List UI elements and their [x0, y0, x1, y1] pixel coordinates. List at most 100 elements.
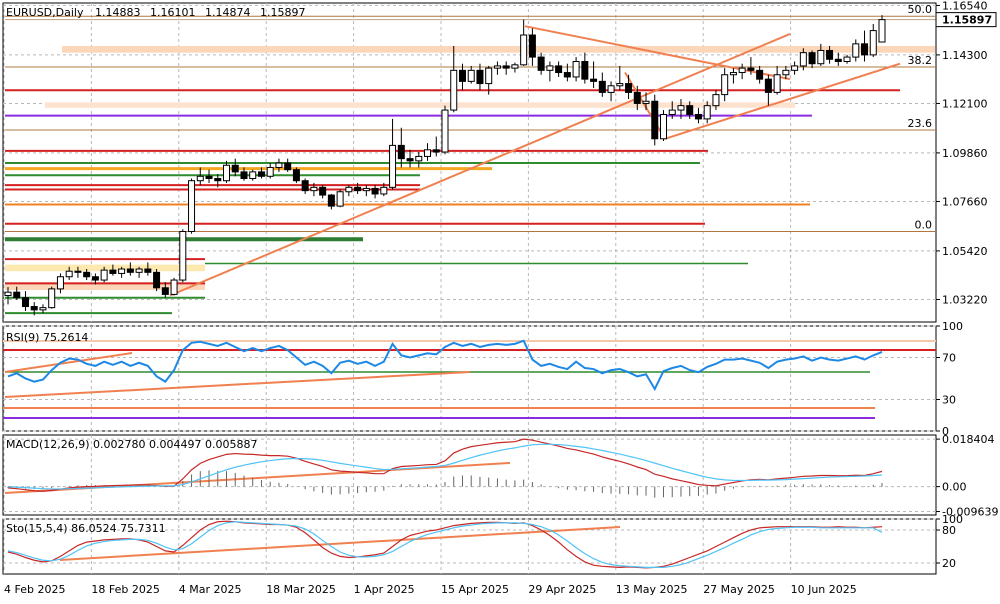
candle-body	[546, 65, 554, 71]
candle-body	[616, 83, 624, 87]
candle-body	[249, 171, 257, 180]
macd-ytick-label: -0.009639	[942, 505, 998, 518]
price-ytick-label: 1.03220	[942, 293, 988, 306]
rsi-trend-line	[4, 371, 471, 398]
x-tick-label: 15 Apr 2025	[441, 583, 509, 596]
candle-body	[738, 67, 746, 74]
candle-body	[188, 180, 196, 232]
candle-body	[327, 194, 335, 207]
candle-body	[380, 186, 388, 195]
candle-body	[336, 191, 344, 207]
candle-body	[651, 100, 659, 140]
candle-body	[563, 72, 571, 78]
price-ytick-label: 1.05420	[942, 245, 988, 258]
candle-body	[625, 83, 633, 93]
candle-body	[13, 291, 21, 299]
candle-body	[4, 291, 12, 297]
candle-body	[161, 287, 169, 295]
candle-body	[415, 155, 423, 162]
candle-body	[598, 80, 606, 93]
candle-body	[441, 109, 449, 153]
price-ytick-label: 1.07660	[942, 195, 988, 208]
candle-body	[74, 270, 82, 273]
candle-body	[826, 49, 834, 60]
candle-body	[170, 279, 178, 295]
candle-body	[590, 78, 598, 82]
candle-body	[109, 269, 117, 274]
candle-body	[520, 34, 528, 66]
rsi-ytick-label: 100	[942, 320, 963, 333]
candle-body	[345, 186, 353, 193]
candle-body	[214, 178, 222, 182]
candle-body	[91, 276, 99, 281]
candle-body	[83, 271, 91, 278]
candle-body	[791, 65, 799, 71]
candle-body	[100, 269, 108, 281]
candle-body	[537, 56, 545, 71]
stoch-trend-line	[59, 526, 621, 561]
candle-body	[240, 171, 248, 180]
candle-body	[668, 109, 676, 115]
fib-level-label: 23.6	[908, 117, 933, 130]
candle-body	[642, 100, 650, 104]
price-zone	[5, 264, 205, 272]
rsi-ytick-label: 0	[942, 425, 949, 438]
x-tick-label: 1 Apr 2025	[354, 583, 415, 596]
low-value: 1.14874	[205, 6, 251, 19]
macd-line	[7, 438, 883, 492]
candle-body	[275, 162, 283, 168]
candle-body	[362, 187, 370, 192]
candle-body	[126, 268, 134, 273]
x-tick-label: 29 Apr 2025	[528, 583, 596, 596]
candle-body	[555, 65, 563, 74]
candle-body	[231, 164, 239, 173]
candle-body	[266, 166, 274, 177]
candle-body	[389, 144, 397, 188]
price-header: EURUSD,Daily 1.14883 1.16101 1.14874 1.1…	[6, 6, 305, 19]
candle-body	[284, 162, 292, 171]
candle-body	[476, 69, 484, 85]
candle-body	[511, 64, 519, 69]
price-zone	[45, 102, 795, 108]
price-ytick-label: 1.14300	[942, 49, 988, 62]
stoch-d-line	[7, 521, 883, 569]
candle-body	[729, 72, 737, 76]
macd-ytick-label: 0.018404	[942, 433, 995, 446]
candle-body	[424, 149, 432, 157]
candle-body	[179, 230, 187, 281]
candle-body	[406, 158, 414, 162]
candle-body	[703, 105, 711, 120]
fib-level-label: 38.2	[908, 54, 933, 67]
macd-label: MACD(12,26,9) 0.002780 0.004497 0.005887	[6, 438, 258, 451]
candle-body	[223, 164, 230, 182]
candle-body	[257, 171, 265, 177]
candle-body	[817, 49, 825, 65]
candle-body	[458, 69, 466, 82]
candle-body	[581, 61, 589, 80]
price-zone	[5, 282, 205, 290]
candle-body	[118, 268, 126, 274]
candle-body	[432, 149, 440, 153]
stoch-ytick-label: 100	[942, 513, 963, 526]
rsi-ytick-label: 30	[942, 394, 956, 407]
candle-body	[756, 69, 764, 80]
open-value: 1.14883	[95, 6, 141, 19]
candle-body	[843, 56, 851, 63]
macd-signal-line	[7, 443, 883, 490]
rsi-trend-line	[4, 352, 133, 373]
candle-body	[450, 69, 458, 111]
rsi-ytick-label: 70	[942, 352, 956, 365]
candle-body	[764, 78, 772, 93]
candle-body	[852, 43, 860, 58]
fib-level-label: 50.0	[908, 3, 933, 16]
price-ytick-label: 1.12100	[942, 97, 988, 110]
candle-body	[310, 186, 318, 192]
trend-line	[169, 32, 791, 297]
candle-body	[493, 65, 501, 69]
candle-body	[607, 85, 615, 93]
rsi-label: RSI(9) 75.2614	[6, 331, 88, 344]
candle-body	[292, 169, 300, 182]
candle-body	[572, 61, 580, 78]
fib-level-label: 0.0	[915, 218, 933, 231]
